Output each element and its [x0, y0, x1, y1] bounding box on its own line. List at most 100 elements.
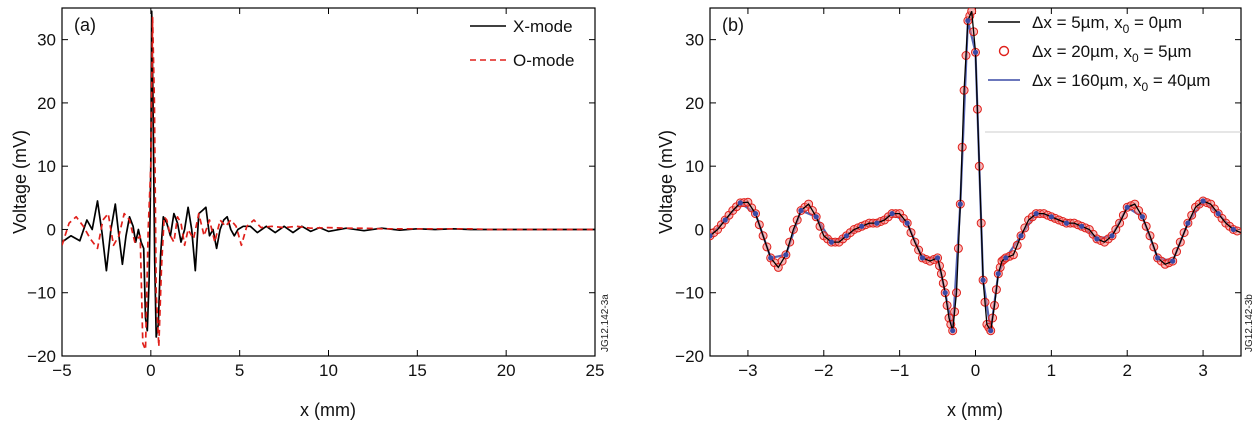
- x-tick-label: 2: [1122, 361, 1131, 380]
- x-tick-label: −1: [890, 361, 909, 380]
- data-point-dx160: [935, 255, 941, 261]
- data-point-dx160: [904, 220, 910, 226]
- data-point-dx160: [798, 207, 804, 214]
- legend-label-x-mode: X-mode: [513, 17, 573, 36]
- y-tick-label: −10: [27, 284, 56, 303]
- legend-dx160-post: = 40µm: [1148, 71, 1210, 90]
- panel-a-legend: X-mode O-mode: [470, 17, 574, 70]
- y-tick-label: −10: [675, 284, 704, 303]
- data-point-dx160: [1124, 204, 1130, 210]
- legend-dx20-pre: Δx = 20µm, x: [1032, 42, 1133, 61]
- panel-b-xlabel: x (mm): [947, 400, 1003, 420]
- legend-dx160-sub: 0: [1142, 80, 1149, 94]
- data-point-dx160: [1185, 220, 1191, 226]
- data-point-dx160: [972, 49, 979, 55]
- data-point-dx160: [1155, 255, 1161, 261]
- data-point-dx160: [1200, 198, 1206, 204]
- panel-a-label: (a): [74, 15, 96, 35]
- y-tick-label: 10: [685, 157, 704, 176]
- panel-b-label: (b): [722, 15, 744, 35]
- data-point-dx160: [980, 277, 986, 283]
- data-point-dx160: [783, 252, 789, 258]
- legend-label-dx5: Δx = 5µm, x0 = 0µm: [1032, 13, 1182, 36]
- data-point-dx160: [843, 233, 850, 239]
- data-point-dx160: [1170, 258, 1176, 264]
- data-point-dx160: [950, 328, 956, 334]
- data-point-dx160: [1079, 223, 1085, 229]
- data-point-dx160: [1018, 233, 1024, 239]
- data-point-dx160: [1139, 214, 1145, 220]
- x-tick-label: 20: [497, 361, 516, 380]
- data-point-dx160: [859, 223, 865, 229]
- data-point-dx160: [1094, 236, 1100, 242]
- panel-a-xlabel: x (mm): [300, 400, 356, 420]
- data-point-dx160: [889, 211, 895, 217]
- data-point-dx160: [813, 214, 819, 220]
- legend-label-dx20: Δx = 20µm, x0 = 5µm: [1032, 42, 1192, 65]
- panel-b-side-id: JG12.142-3b: [1244, 294, 1255, 352]
- legend-dx5-post: = 0µm: [1129, 13, 1182, 32]
- panel-a-ylabel: Voltage (mV): [10, 130, 30, 234]
- y-tick-label: 0: [47, 220, 56, 239]
- legend-swatch-dx20: [998, 45, 1010, 57]
- data-point-dx160: [957, 201, 963, 207]
- panel-a: (a) −5 0 5 10 15 20 25 −20 −10 0 10 20 30 Voltage (m…: [10, 7, 611, 420]
- data-point-dx160: [722, 217, 728, 223]
- data-point-dx160: [1033, 211, 1039, 217]
- y-tick-label: 10: [37, 157, 56, 176]
- y-tick-label: 20: [685, 94, 704, 113]
- y-tick-label: 30: [685, 31, 704, 50]
- x-tick-label: 0: [971, 361, 980, 380]
- panel-b-series: [710, 8, 1241, 336]
- series-line-x-mode: [62, 10, 595, 338]
- panel-b-legend: Δx = 5µm, x0 = 0µm Δx = 20µm, x0 = 5µm Δ…: [985, 13, 1241, 133]
- legend-dx5-pre: Δx = 5µm, x: [1032, 13, 1123, 32]
- series-line-o-mode: [62, 16, 595, 351]
- legend-dx5-sub: 0: [1123, 22, 1130, 36]
- panel-b-ylabel: Voltage (mV): [656, 130, 676, 234]
- x-tick-label: 3: [1198, 361, 1207, 380]
- data-point-dx160: [1230, 226, 1236, 233]
- x-tick-label: −3: [738, 361, 757, 380]
- data-point-dx160: [874, 220, 880, 226]
- data-point-dx160: [1215, 211, 1221, 217]
- data-point-dx160: [1048, 214, 1054, 220]
- x-tick-label: 1: [1047, 361, 1056, 380]
- x-tick-label: −5: [52, 361, 71, 380]
- x-tick-label: −2: [814, 361, 833, 380]
- data-point-dx160: [752, 211, 759, 217]
- y-tick-label: 30: [37, 31, 56, 50]
- x-tick-label: 15: [408, 361, 427, 380]
- legend-dx160-pre: Δx = 160µm, x: [1032, 71, 1142, 90]
- data-point-dx160: [919, 255, 926, 261]
- legend-label-dx160: Δx = 160µm, x0 = 40µm: [1032, 71, 1210, 94]
- panel-a-series: [62, 10, 595, 351]
- y-tick-label: 0: [695, 220, 704, 239]
- data-point-dx160: [965, 18, 971, 24]
- y-tick-label: −20: [675, 347, 704, 366]
- x-tick-label: 10: [319, 361, 338, 380]
- legend-dx20-post: = 5µm: [1139, 42, 1192, 61]
- data-point-dx160: [828, 239, 835, 245]
- data-point-dx160: [768, 255, 774, 261]
- panel-a-axes: −5 0 5 10 15 20 25 −20 −10 0 10 20 30: [27, 8, 604, 380]
- y-tick-label: −20: [27, 347, 56, 366]
- data-point-dx160: [1063, 220, 1070, 226]
- data-point-dx160: [710, 233, 713, 239]
- x-tick-label: 0: [146, 361, 155, 380]
- x-tick-label: 25: [586, 361, 605, 380]
- legend-dx20-sub: 0: [1132, 51, 1139, 65]
- panel-a-side-id: JG12.142-3a: [600, 294, 611, 352]
- data-point-dx160: [995, 271, 1001, 277]
- data-point-dx160: [988, 328, 994, 334]
- data-point-dx160: [737, 200, 743, 206]
- data-point-dx160: [942, 290, 948, 296]
- x-tick-label: 5: [235, 361, 244, 380]
- data-point-dx160: [1109, 233, 1115, 239]
- data-point-dx160: [1003, 255, 1009, 261]
- y-tick-label: 20: [37, 94, 56, 113]
- legend-label-o-mode: O-mode: [513, 51, 574, 70]
